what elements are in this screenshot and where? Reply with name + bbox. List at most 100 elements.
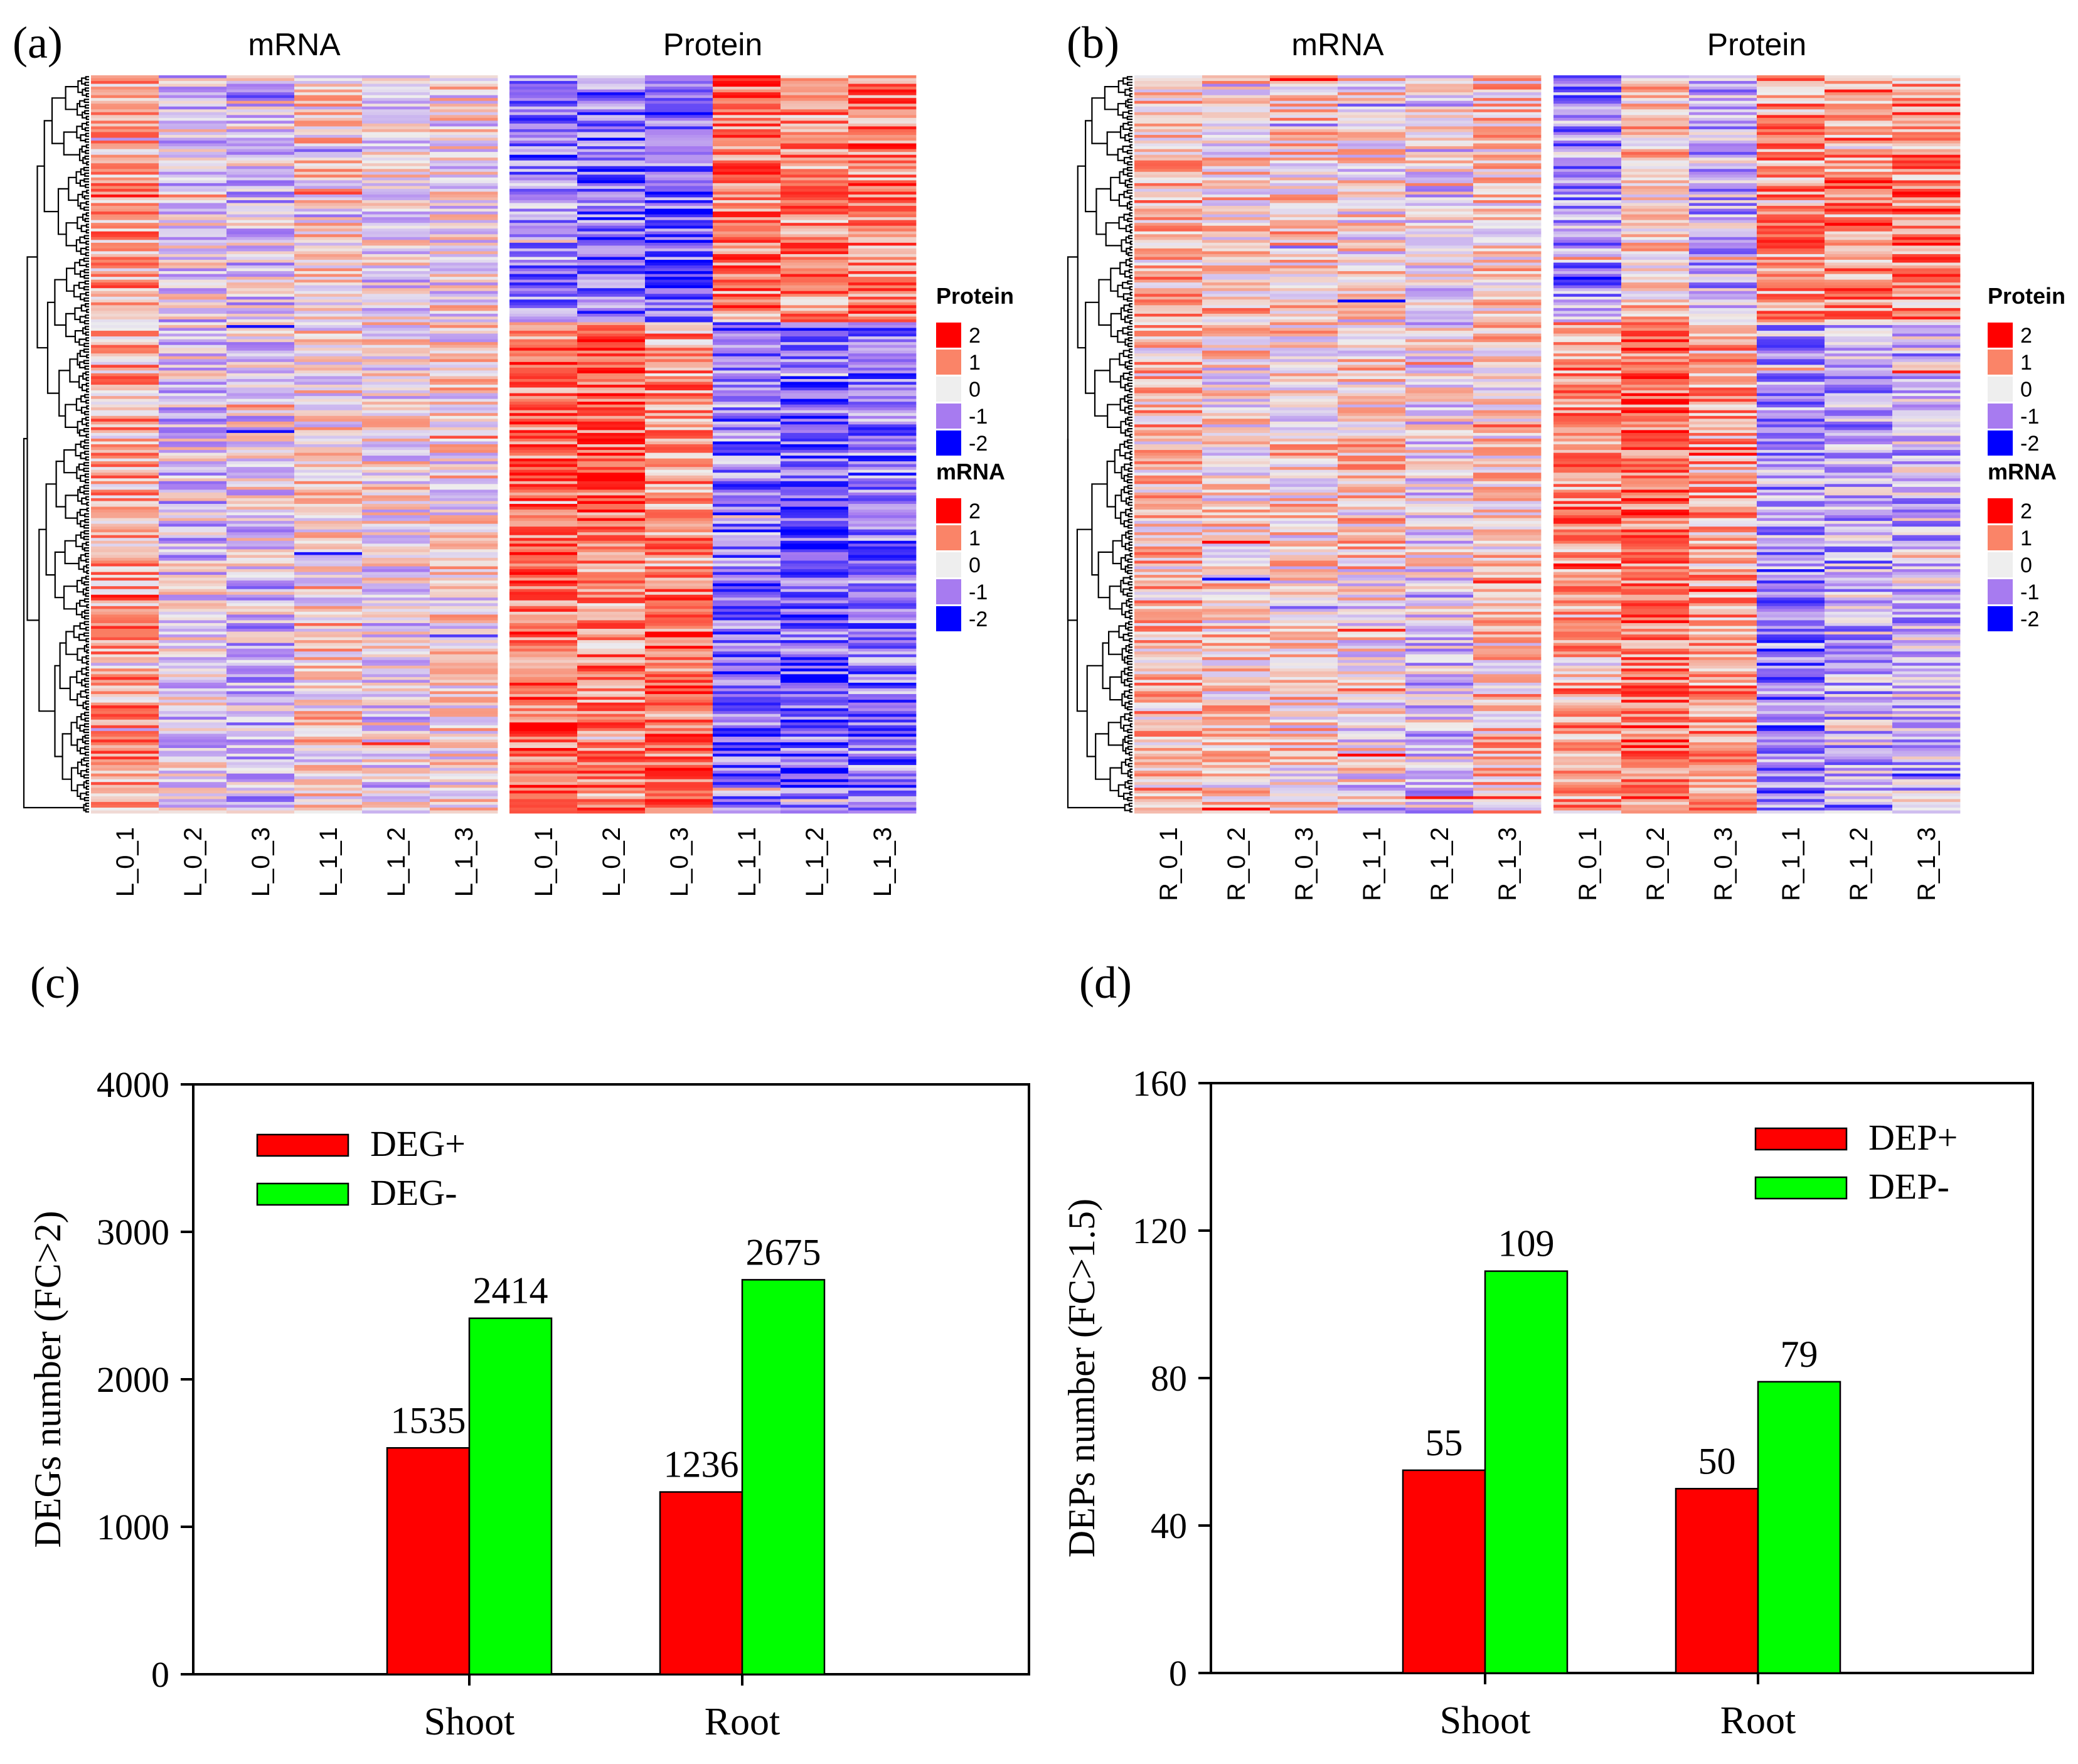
heatmap-cell (1270, 784, 1338, 788)
heatmap-cell (1405, 739, 1474, 743)
heatmap-cell (713, 115, 781, 119)
heatmap-cell (781, 492, 849, 496)
heatmap-cell (848, 365, 917, 368)
heatmap-cell (713, 557, 781, 561)
heatmap-cell (645, 617, 713, 621)
heatmap-cell (645, 89, 713, 93)
heatmap-cell (509, 92, 578, 96)
heatmap-cell (362, 319, 430, 323)
heatmap-cell (848, 109, 917, 113)
heatmap-cell (362, 654, 430, 658)
heatmap-cell (713, 473, 781, 476)
legend-value: -1 (969, 405, 988, 429)
heatmap-cell (1405, 393, 1474, 397)
dendrogram-branch (83, 484, 89, 489)
heatmap-cell (713, 648, 781, 652)
heatmap-cell (362, 410, 430, 414)
heatmap-cell (713, 623, 781, 626)
heatmap-cell (1134, 194, 1203, 198)
heatmap-cell (294, 702, 363, 706)
heatmap-cell (1202, 742, 1271, 746)
heatmap-cell (1338, 523, 1406, 527)
heatmap-cell (91, 569, 159, 572)
heatmap-cell (713, 322, 781, 326)
heatmap-cell (1134, 714, 1203, 717)
heatmap-cell (509, 484, 578, 488)
heatmap-cell (1338, 129, 1406, 132)
heatmap-cell (848, 171, 917, 175)
heatmap-cell (577, 311, 646, 314)
heatmap-cell (430, 580, 498, 584)
heatmap-cell (1202, 796, 1271, 799)
heatmap-cell (1202, 407, 1271, 411)
heatmap-cell (577, 81, 646, 84)
heatmap-cell (91, 191, 159, 195)
heatmap-cell (1338, 370, 1406, 374)
heatmap-cell (781, 549, 849, 553)
heatmap-cell (1338, 242, 1406, 246)
heatmap-cell (1473, 754, 1542, 757)
heatmap-cell (1338, 626, 1406, 629)
heatmap-cell (430, 736, 498, 740)
dendrogram-branch (84, 439, 89, 444)
heatmap-cell (1134, 132, 1203, 136)
dendrogram-branch (84, 717, 89, 722)
heatmap-cell (577, 407, 646, 411)
heatmap-cell (1202, 773, 1271, 777)
dendrogram-branch (85, 76, 89, 80)
heatmap-cell (1405, 711, 1474, 715)
dendrogram-branch (84, 712, 89, 717)
heatmap-cell (1134, 523, 1203, 527)
heatmap-cell (509, 688, 578, 692)
heatmap-cell (226, 714, 295, 717)
heatmap-cell (713, 725, 781, 729)
heatmap-cell (848, 734, 917, 737)
heatmap-cell (848, 234, 917, 238)
heatmap-cell (430, 742, 498, 746)
heatmap-cell (713, 793, 781, 797)
heatmap-cell (577, 478, 646, 482)
heatmap-cell (1473, 473, 1542, 476)
heatmap-cell (1202, 501, 1271, 505)
heatmap-cell (91, 614, 159, 618)
heatmap-cell (362, 237, 430, 240)
heatmap-cell (577, 242, 646, 246)
heatmap-cell (1473, 378, 1542, 382)
heatmap-cell (713, 404, 781, 408)
heatmap-cell (1405, 342, 1474, 346)
heatmap-cell (1405, 654, 1474, 658)
heatmap-cell (1270, 370, 1338, 374)
heatmap-cell (848, 467, 917, 471)
heatmap-cell (1202, 640, 1271, 644)
heatmap-cell (226, 223, 295, 227)
heatmap-cell (848, 166, 917, 169)
heatmap-cell (294, 126, 363, 130)
heatmap-cell (430, 245, 498, 249)
heatmap-cell (713, 134, 781, 138)
heatmap-cell (430, 123, 498, 127)
heatmap-cell (91, 427, 159, 430)
heatmap-cell (645, 294, 713, 297)
heatmap-cell (577, 225, 646, 229)
heatmap-cell (713, 112, 781, 115)
heatmap-cell (781, 623, 849, 626)
heatmap-cell (91, 586, 159, 590)
heatmap-cell (1134, 146, 1203, 149)
dendrogram-branch (85, 434, 89, 438)
heatmap-cell (294, 529, 363, 533)
heatmap-cell (713, 643, 781, 646)
heatmap-cell (91, 307, 159, 311)
heatmap-cell (848, 169, 917, 173)
heatmap-cell (1270, 510, 1338, 513)
heatmap-cell (362, 115, 430, 119)
heatmap-cell (509, 575, 578, 578)
legend-swatch (936, 498, 961, 523)
heatmap-cell (91, 376, 159, 380)
heatmap-cell (577, 158, 646, 161)
heatmap-cell (509, 285, 578, 289)
heatmap-cell (645, 257, 713, 260)
heatmap-cell (159, 503, 227, 507)
heatmap-cell (91, 728, 159, 732)
heatmap-cell (781, 529, 849, 533)
dendrogram-branch (84, 172, 89, 177)
